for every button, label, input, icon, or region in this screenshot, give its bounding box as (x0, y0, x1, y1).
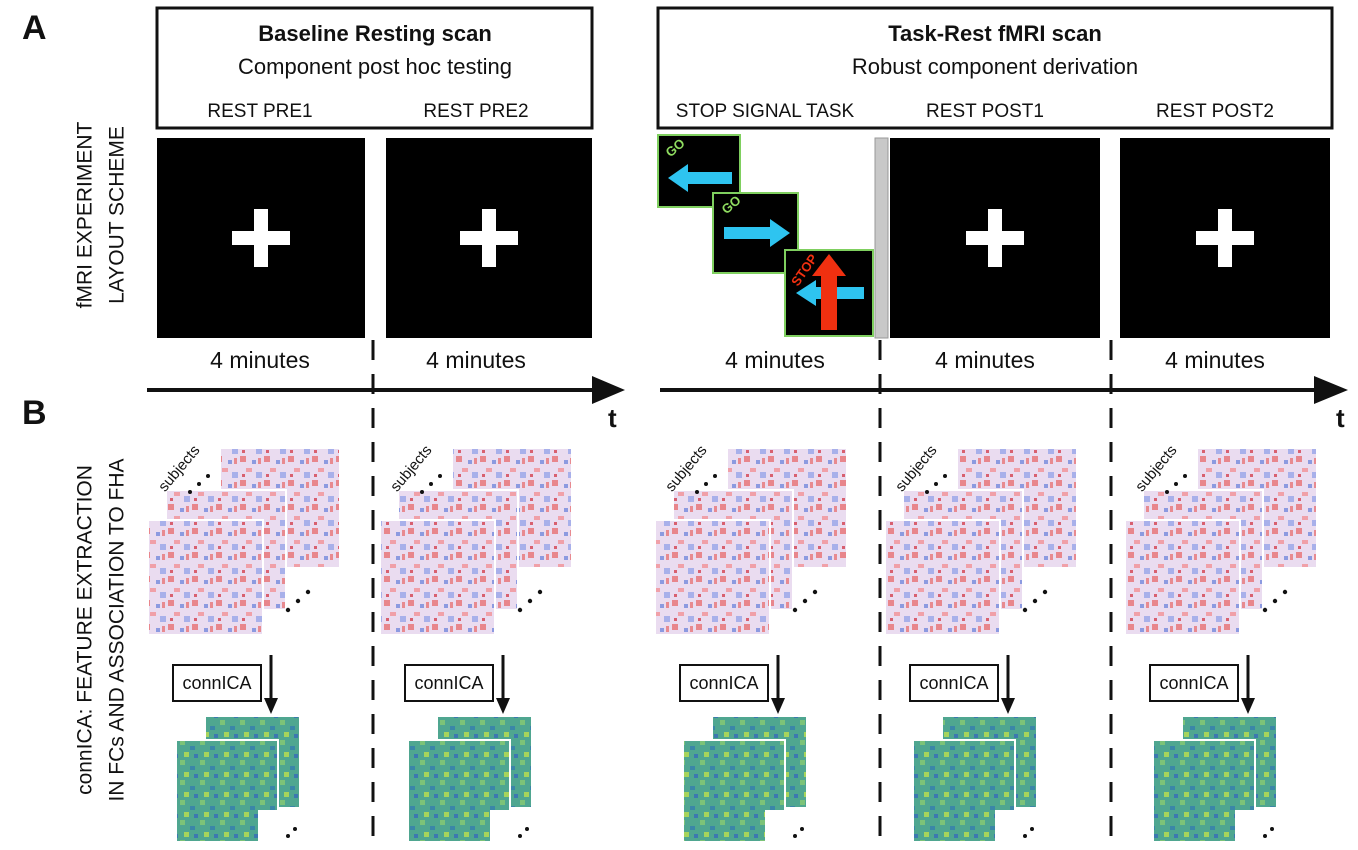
fixation-cross (254, 209, 268, 267)
flow-arrow-head (496, 698, 510, 714)
ellipsis-dot (1273, 599, 1277, 603)
axis-label: t (608, 403, 617, 433)
duration: 4 minutes (725, 347, 825, 373)
fixation-cross (482, 209, 496, 267)
duration: 4 minutes (210, 347, 310, 373)
section-subtitle: Robust component derivation (852, 54, 1138, 79)
side-title: connICA: FEATURE EXTRACTION (74, 465, 97, 795)
duration: 4 minutes (935, 347, 1035, 373)
component-corner (765, 810, 787, 844)
axis-label: t (1336, 403, 1345, 433)
ellipsis-dot (1263, 834, 1267, 838)
scan-label: STOP SIGNAL TASK (676, 101, 855, 122)
section-title: Task-Rest fMRI scan (888, 21, 1102, 46)
ellipsis-dot (1043, 590, 1047, 594)
figure: A B fMRI EXPERIMENT LAYOUT SCHEME connIC… (0, 0, 1358, 850)
section-subtitle: Component post hoc testing (238, 54, 512, 79)
ellipsis-dot (286, 834, 290, 838)
fixation-cross (988, 209, 1002, 267)
ellipsis-dot (518, 834, 522, 838)
scan-label: REST POST2 (1156, 101, 1274, 122)
ellipsis-dot (704, 482, 708, 486)
ellipsis-dot (197, 482, 201, 486)
ellipsis-dot (525, 827, 529, 831)
ellipsis-dot (1033, 599, 1037, 603)
stack-label: subjects (1132, 442, 1180, 495)
ellipsis-dot (420, 490, 424, 494)
fc-matrix (380, 520, 495, 635)
flow-arrow-head (771, 698, 785, 714)
stack-label: subjects (662, 442, 710, 495)
method-label: connICA (182, 673, 251, 693)
ellipsis-dot (1023, 834, 1027, 838)
panel-label: B (22, 394, 47, 432)
gap-bar (875, 138, 888, 338)
ellipsis-dot (188, 490, 192, 494)
fixation-cross (1218, 209, 1232, 267)
ellipsis-dot (1165, 490, 1169, 494)
method-label: connICA (919, 673, 988, 693)
ellipsis-dot (1183, 474, 1187, 478)
ellipsis-dot (429, 482, 433, 486)
ellipsis-dot (538, 590, 542, 594)
flow-arrow-head (264, 698, 278, 714)
panel-label: A (22, 9, 47, 47)
ellipsis-dot (695, 490, 699, 494)
scan-label: REST PRE2 (423, 101, 528, 122)
side-title: IN FCs AND ASSOCIATION TO FHA (106, 458, 129, 801)
stack-label: subjects (155, 442, 203, 495)
component-corner (490, 810, 512, 844)
duration: 4 minutes (426, 347, 526, 373)
ellipsis-dot (793, 834, 797, 838)
ellipsis-dot (813, 590, 817, 594)
ellipsis-dot (1030, 827, 1034, 831)
scan-label: REST PRE1 (207, 101, 312, 122)
ellipsis-dot (518, 608, 522, 612)
ellipsis-dot (206, 474, 210, 478)
ellipsis-dot (1283, 590, 1287, 594)
ellipsis-dot (800, 827, 804, 831)
method-label: connICA (1159, 673, 1228, 693)
ellipsis-dot (1174, 482, 1178, 486)
ellipsis-dot (296, 599, 300, 603)
flow-arrow-head (1241, 698, 1255, 714)
method-label: connICA (414, 673, 483, 693)
ellipsis-dot (306, 590, 310, 594)
component-corner (995, 810, 1017, 844)
side-title: fMRI EXPERIMENT (74, 121, 97, 308)
arrow-head (1314, 376, 1348, 404)
duration: 4 minutes (1165, 347, 1265, 373)
scan-label: REST POST1 (926, 101, 1044, 122)
section-title: Baseline Resting scan (258, 21, 492, 46)
ellipsis-dot (925, 490, 929, 494)
ellipsis-dot (293, 827, 297, 831)
flow-arrow-head (1001, 698, 1015, 714)
side-title: LAYOUT SCHEME (106, 126, 129, 304)
ellipsis-dot (1263, 608, 1267, 612)
ellipsis-dot (1270, 827, 1274, 831)
ellipsis-dot (793, 608, 797, 612)
fc-matrix (1125, 520, 1240, 635)
fc-matrix (148, 520, 263, 635)
ellipsis-dot (803, 599, 807, 603)
stack-label: subjects (892, 442, 940, 495)
fc-matrix (885, 520, 1000, 635)
ellipsis-dot (1023, 608, 1027, 612)
arrow-head (592, 376, 625, 404)
component-corner (1235, 810, 1257, 844)
ellipsis-dot (943, 474, 947, 478)
stack-label: subjects (387, 442, 435, 495)
ellipsis-dot (286, 608, 290, 612)
task-screen (785, 250, 873, 336)
ellipsis-dot (713, 474, 717, 478)
ellipsis-dot (934, 482, 938, 486)
ellipsis-dot (438, 474, 442, 478)
ellipsis-dot (528, 599, 532, 603)
component-corner (258, 810, 280, 844)
method-label: connICA (689, 673, 758, 693)
fc-matrix (655, 520, 770, 635)
